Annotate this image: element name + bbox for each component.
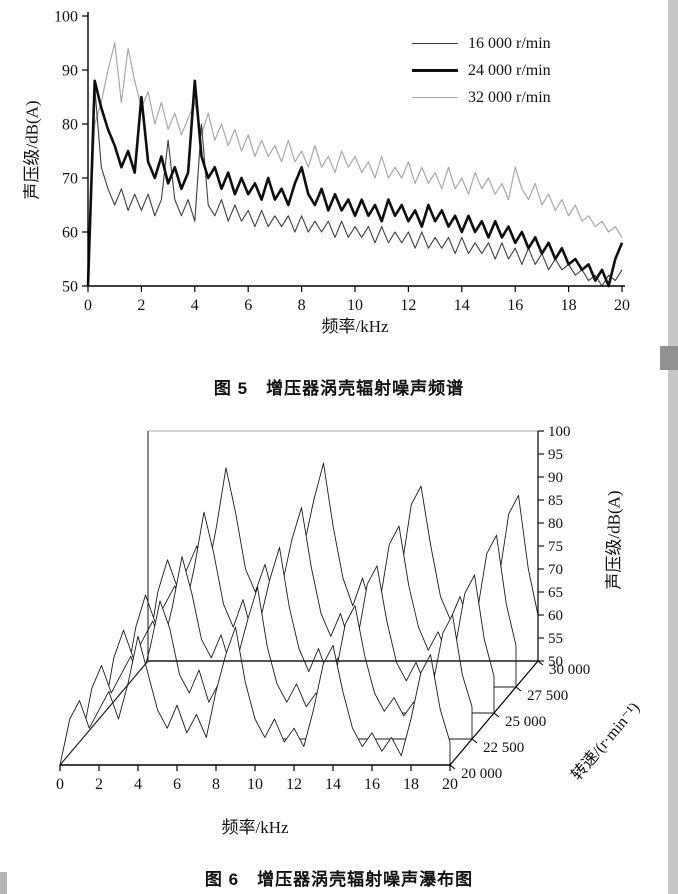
legend-line-sample-24000 (412, 69, 458, 72)
x-tick-label: 8 (212, 776, 220, 793)
series-line-24000r/min (86, 79, 624, 288)
series-line-16000r/min (87, 85, 623, 287)
scan-artifact-right-strip (668, 0, 678, 894)
y-tick-label: 50 (62, 279, 78, 296)
x-tick-label: 16 (507, 297, 523, 314)
x-tick-label: 6 (244, 297, 252, 314)
fig6-plot-canvas: 0 2 4 6 8 10 12 14 16 18 20 50 55 60 65 70 75 80 85 90 95 100… (56, 425, 590, 793)
legend-label-16000: 16 000 r/min (468, 34, 551, 52)
x-tick-label: 4 (134, 776, 142, 793)
speed-tick (515, 686, 522, 692)
speed-tick-label: 22 500 (483, 740, 524, 756)
fig5-plot-canvas: 50 60 70 80 90 100 0 2 4 6 8 10 12 14 16 18 20 (54, 9, 630, 315)
x-tick-label: 20 (442, 776, 458, 793)
legend-label-32000: 32 000 r/min (468, 88, 551, 106)
scan-artifact-notch (660, 346, 678, 370)
x-tick-label: 0 (84, 297, 92, 314)
x-tick-label: 18 (561, 297, 577, 314)
fig6-ylabel: 声压级/dB(A) (604, 490, 624, 590)
db-tick-label: 65 (548, 585, 563, 601)
speed-tick-label: 20 000 (461, 766, 502, 782)
legend-item-24000: 24 000 r/min (412, 57, 551, 84)
series-line-32000r/min (87, 42, 623, 276)
x-tick-label: 4 (191, 297, 199, 314)
x-tick-label: 14 (325, 776, 341, 793)
y-tick-label: 100 (54, 9, 78, 26)
db-tick-label: 70 (548, 562, 563, 578)
box-left-slant-edge (59, 660, 149, 766)
figure5: 50 60 70 80 90 100 0 2 4 6 8 10 12 14 16 18 20 声压级/dB(A)… (0, 0, 678, 425)
fig6-caption: 图 6 增压器涡壳辐射噪声瀑布图 (204, 870, 474, 889)
db-tick-label: 80 (548, 516, 563, 532)
db-tick-label: 90 (548, 470, 563, 486)
x-tick-label: 20 (614, 297, 630, 314)
x-tick-label: 8 (298, 297, 306, 314)
x-tick-label: 10 (247, 776, 263, 793)
db-tick-label: 50 (548, 654, 563, 670)
legend-line-sample-16000 (412, 43, 458, 44)
db-tick-label: 60 (548, 608, 563, 624)
db-tick-label: 85 (548, 493, 563, 509)
y-tick-label: 60 (62, 225, 78, 242)
y-tick-label: 90 (62, 63, 78, 80)
speed-tick (537, 660, 544, 666)
x-tick-label: 12 (286, 776, 302, 793)
x-tick-label: 14 (454, 297, 470, 314)
speed-tick-label: 27 500 (527, 688, 568, 704)
scan-artifact-corner (0, 872, 7, 894)
db-tick-label: 55 (548, 631, 563, 647)
x-tick-label: 0 (56, 776, 64, 793)
speed-tick-label: 25 000 (505, 714, 546, 730)
fig5-legend: 16 000 r/min 24 000 r/min 32 000 r/min (412, 30, 551, 111)
y-tick-label: 80 (62, 117, 78, 134)
legend-item-16000: 16 000 r/min (412, 30, 551, 57)
db-tick-label: 100 (548, 425, 571, 440)
x-tick-label: 10 (347, 297, 363, 314)
x-tick-label: 6 (173, 776, 181, 793)
speed-tick-label: 30 000 (549, 662, 590, 678)
speed-tick (493, 712, 500, 718)
db-tick-label: 75 (548, 539, 563, 555)
speed-tick (471, 738, 478, 744)
legend-item-32000: 32 000 r/min (412, 84, 551, 111)
x-tick-label: 16 (364, 776, 380, 793)
figure6: 0 2 4 6 8 10 12 14 16 18 20 50 55 60 65 70 75 80 85 90 95 100… (0, 425, 678, 894)
speed-tick (449, 764, 456, 770)
db-tick-label: 95 (548, 447, 563, 463)
fig6-xlabel: 频率/kHz (221, 818, 289, 837)
x-tick-label: 12 (400, 297, 416, 314)
x-tick-label: 2 (95, 776, 103, 793)
fig5-caption: 图 5 增压器涡壳辐射噪声频谱 (213, 379, 465, 398)
x-tick-label: 18 (403, 776, 419, 793)
legend-label-24000: 24 000 r/min (468, 61, 551, 79)
waterfall-trace-20000 (59, 626, 451, 766)
legend-line-sample-32000 (412, 97, 458, 98)
x-tick-label: 2 (137, 297, 145, 314)
y-tick-label: 70 (62, 171, 78, 188)
fig5-xlabel: 频率/kHz (321, 317, 389, 336)
fig5-ylabel: 声压级/dB(A) (22, 100, 42, 200)
